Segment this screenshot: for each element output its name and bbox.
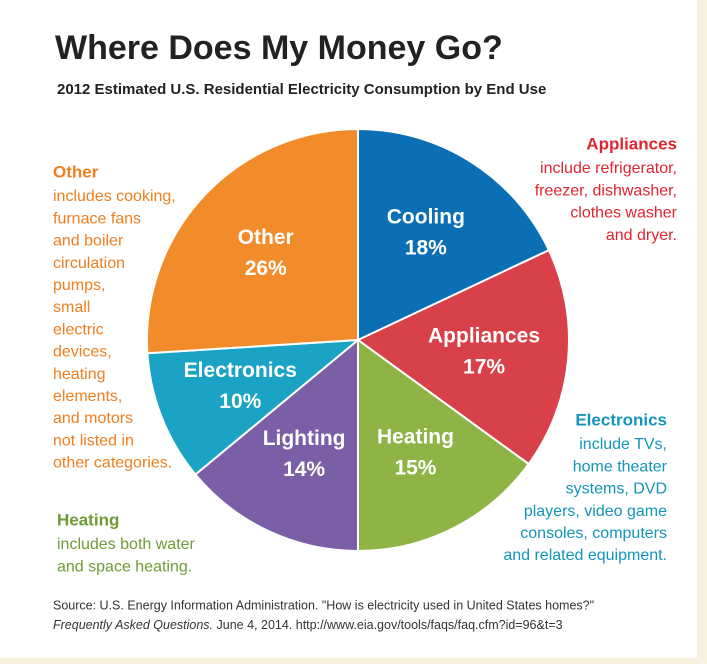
note-line: clothes washer <box>570 205 677 222</box>
pie-slice <box>357 127 551 342</box>
note-line: furnace fans <box>53 210 141 227</box>
note-title: Other <box>53 162 99 181</box>
note-title: Heating <box>57 510 119 529</box>
note-line: heating <box>53 366 106 383</box>
note-line: systems, DVD <box>566 481 667 498</box>
source-rest: June 4, 2014. http://www.eia.gov/tools/f… <box>213 618 563 632</box>
note-line: devices, <box>53 344 112 361</box>
note-line: includes both water <box>57 536 196 553</box>
pie-slice <box>194 337 359 553</box>
note-line: other categories. <box>53 455 172 472</box>
note-line: and related equipment. <box>503 547 667 564</box>
pie-slice <box>356 248 570 466</box>
slice-label: Heating <box>377 425 454 448</box>
source-line: Frequently Asked Questions. June 4, 2014… <box>53 618 563 632</box>
note-line: and dryer. <box>606 227 677 244</box>
slice-value: 10% <box>219 390 261 413</box>
pie-slice <box>146 127 359 355</box>
slice-value: 14% <box>283 458 325 481</box>
chart-title: Where Does My Money Go? <box>55 29 503 67</box>
note-line: include TVs, <box>579 436 667 453</box>
slice-label: Other <box>238 226 294 249</box>
note-line: consoles, computers <box>520 525 667 542</box>
source-line: Source: U.S. Energy Information Administ… <box>53 598 594 612</box>
slice-value: 26% <box>245 257 287 280</box>
slice-value: 17% <box>463 355 505 378</box>
note-line: not listed in <box>53 432 134 449</box>
note-line: and motors <box>53 410 133 427</box>
note-line: pumps, <box>53 277 105 294</box>
note-line: players, video game <box>524 503 667 520</box>
source-italic: Frequently Asked Questions. <box>53 618 213 632</box>
chart-subtitle: 2012 Estimated U.S. Residential Electric… <box>57 81 546 98</box>
pie-slice <box>357 338 531 553</box>
note-line: circulation <box>53 255 125 272</box>
note-line: include refrigerator, <box>540 160 677 177</box>
slice-label: Lighting <box>263 427 346 450</box>
slice-value: 15% <box>394 456 436 479</box>
note-line: small <box>53 299 90 316</box>
note-line: includes cooking, <box>53 188 176 205</box>
note-line: home theater <box>573 458 668 475</box>
slice-label: Appliances <box>428 324 540 347</box>
note-line: and boiler <box>53 233 124 250</box>
note-title: Appliances <box>586 134 677 153</box>
slice-value: 18% <box>405 237 447 260</box>
note-line: and space heating. <box>57 558 192 575</box>
pie-slice <box>146 338 362 476</box>
note-line: elements, <box>53 388 122 405</box>
slice-label: Cooling <box>387 206 465 229</box>
slice-label: Electronics <box>184 359 297 382</box>
note-line: electric <box>53 321 104 338</box>
note-line: freezer, dishwasher, <box>535 182 677 199</box>
note-title: Electronics <box>575 410 667 429</box>
